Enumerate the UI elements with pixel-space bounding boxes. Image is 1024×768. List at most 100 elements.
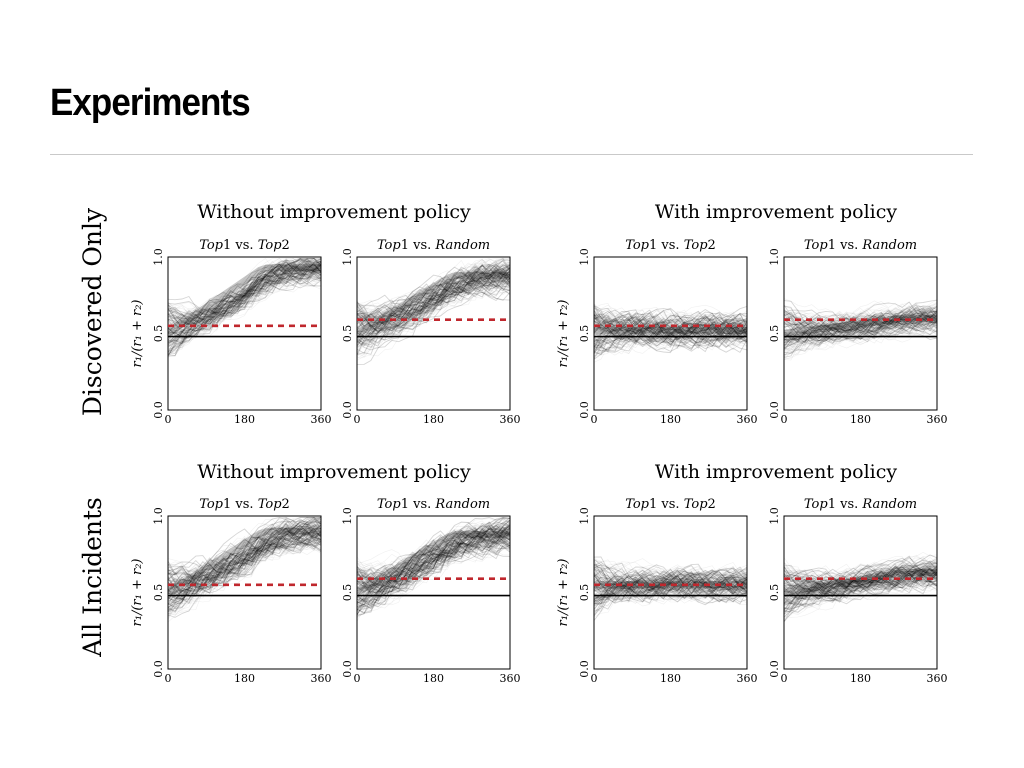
trajectory-line xyxy=(594,573,747,603)
trajectory-line xyxy=(784,569,937,591)
trajectory-line xyxy=(594,576,747,601)
trajectory-line xyxy=(168,258,321,334)
trajectory-line xyxy=(357,263,510,345)
trajectory-line xyxy=(594,315,747,347)
trajectory-line xyxy=(594,573,747,599)
y-tick-label: 0.5 xyxy=(768,325,781,343)
trajectory-line xyxy=(168,531,321,590)
trajectory-line xyxy=(357,265,510,331)
trajectory-line xyxy=(784,300,937,351)
trajectory-line xyxy=(784,568,937,604)
trajectory-line xyxy=(784,305,937,338)
trajectory-line xyxy=(168,532,321,595)
trajectory-line xyxy=(357,285,510,348)
trajectory-line xyxy=(357,531,510,612)
trajectory-line xyxy=(784,554,937,602)
trajectory-line xyxy=(784,320,937,361)
trajectory-line xyxy=(168,270,321,344)
trajectory-line xyxy=(357,271,510,332)
trajectory-line xyxy=(784,562,937,606)
x-tick-label: 360 xyxy=(737,413,758,426)
chart-panel: 0.0 0.5 1.0 0 180 360 Top1 vs. Top2 r₁/(r₁ + r₂… xyxy=(556,497,758,685)
trajectory-line xyxy=(357,268,510,330)
trajectory-line xyxy=(168,278,321,337)
trajectory-line xyxy=(357,534,510,606)
trajectory-line xyxy=(594,559,747,593)
trajectory-line xyxy=(594,319,747,346)
trajectory-line xyxy=(784,564,937,603)
trajectory-line xyxy=(357,268,510,343)
trajectory-line xyxy=(784,320,937,340)
trajectory-line xyxy=(784,299,937,356)
trajectory-line xyxy=(168,261,321,341)
trajectory-line xyxy=(357,529,510,592)
subplot-title: Top1 vs. Random xyxy=(804,497,917,512)
trajectory-line xyxy=(168,268,321,343)
trajectory-line xyxy=(168,537,321,606)
trajectory-line xyxy=(784,313,937,339)
trajectory-line xyxy=(594,571,747,617)
trajectory-line xyxy=(594,573,747,618)
trajectory-line xyxy=(168,267,321,328)
trajectory-line xyxy=(784,563,937,588)
x-tick-label: 360 xyxy=(737,672,758,685)
trajectory-line xyxy=(594,580,747,612)
trajectory-line xyxy=(168,525,321,578)
chart-panel: 0.0 0.5 1.0 0 180 360 Top1 vs. Random xyxy=(768,238,948,426)
x-tick-label: 360 xyxy=(311,413,332,426)
trajectory-line xyxy=(594,586,747,609)
trajectory-line xyxy=(357,517,510,591)
trajectory-line xyxy=(784,562,937,595)
trajectory-line xyxy=(784,308,937,346)
trajectory-line xyxy=(784,556,937,587)
trajectory-line xyxy=(784,559,937,590)
trajectory-line xyxy=(357,526,510,585)
trajectory-line xyxy=(594,322,747,360)
trajectory-line xyxy=(357,267,510,318)
trajectory-line xyxy=(357,521,510,583)
trajectory-line xyxy=(784,577,937,618)
trajectory-line xyxy=(784,565,937,601)
trajectory-line xyxy=(594,574,747,606)
trajectory-line xyxy=(168,265,321,311)
trajectory-line xyxy=(594,314,747,342)
trajectory-line xyxy=(594,309,747,339)
trajectory-density xyxy=(357,258,510,366)
trajectory-line xyxy=(594,564,747,595)
trajectory-line xyxy=(594,570,747,602)
trajectory-line xyxy=(357,265,510,320)
trajectory-line xyxy=(784,311,937,330)
trajectory-line xyxy=(784,570,937,602)
trajectory-line xyxy=(594,564,747,603)
y-tick-label: 0.0 xyxy=(768,660,781,678)
trajectory-line xyxy=(784,572,937,599)
trajectory-line xyxy=(357,532,510,592)
trajectory-line xyxy=(594,316,747,348)
trajectory-line xyxy=(594,315,747,339)
trajectory-line xyxy=(168,258,321,333)
trajectory-line xyxy=(594,312,747,348)
trajectory-line xyxy=(784,568,937,602)
trajectory-line xyxy=(784,313,937,349)
trajectory-line xyxy=(168,521,321,589)
trajectory-line xyxy=(784,304,937,347)
trajectory-line xyxy=(784,309,937,346)
trajectory-line xyxy=(594,311,747,344)
trajectory-line xyxy=(784,566,937,602)
trajectory-line xyxy=(784,313,937,336)
trajectory-line xyxy=(357,532,510,580)
trajectory-line xyxy=(784,568,937,601)
trajectory-line xyxy=(357,531,510,605)
trajectory-line xyxy=(168,265,321,328)
trajectory-line xyxy=(357,521,510,582)
trajectory-line xyxy=(784,573,937,595)
trajectory-line xyxy=(357,519,510,593)
x-tick-label: 0 xyxy=(165,672,172,685)
trajectory-line xyxy=(357,529,510,586)
trajectory-line xyxy=(357,524,510,610)
trajectory-line xyxy=(168,276,321,333)
trajectory-line xyxy=(594,571,747,601)
trajectory-line xyxy=(168,271,321,326)
subplot-title: Top1 vs. Top2 xyxy=(199,238,290,253)
x-tick-label: 0 xyxy=(354,672,361,685)
